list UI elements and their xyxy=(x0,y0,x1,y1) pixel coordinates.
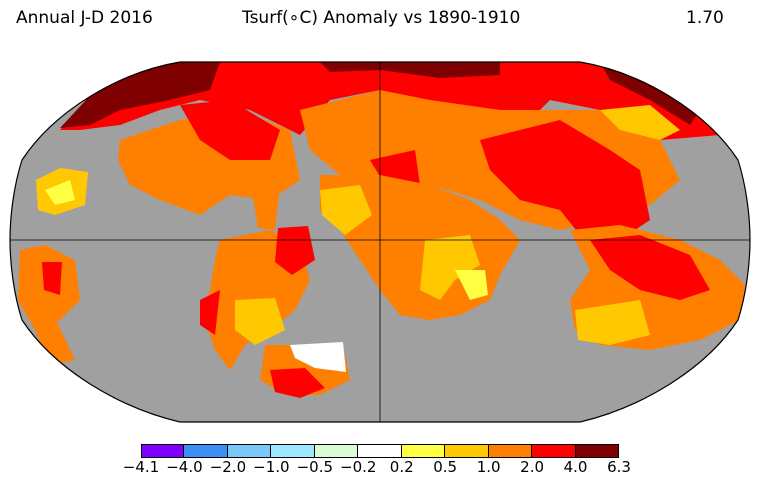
west-pacific-warm-region xyxy=(42,262,62,295)
amazon-warm-region xyxy=(275,226,315,275)
south-pacific-gold-patch xyxy=(235,298,285,345)
global-mean-anomaly: 1.70 xyxy=(686,8,724,28)
southern-australia-gold-patch xyxy=(575,300,650,345)
caribbean-region xyxy=(250,180,280,230)
southwest-pacific-region xyxy=(30,318,75,365)
west-africa-gold-patch xyxy=(320,185,372,235)
chile-coast-warm-region xyxy=(200,290,220,335)
southern-africa-gold-patch xyxy=(420,235,480,300)
neutral-anomaly-patch xyxy=(290,342,346,372)
pacific-yellow-patch xyxy=(45,180,75,205)
northeast-asia-gold-patch xyxy=(600,105,680,140)
globe-outline xyxy=(9,61,751,423)
map-title-period: Annual J-D 2016 xyxy=(16,8,153,28)
east-siberia-extreme-region xyxy=(600,62,700,125)
canada-warm-region xyxy=(180,100,280,160)
arctic-extreme-region xyxy=(320,62,500,78)
south-atlantic-warm-region xyxy=(270,368,325,398)
alaska-extreme-region xyxy=(60,62,220,128)
indonesia-warm-region xyxy=(590,235,710,300)
madagascar-yellow-patch xyxy=(455,270,488,300)
map-title-variable: Tsurf(∘C) Anomaly vs 1890-1910 xyxy=(242,8,521,28)
east-asia-warm-region xyxy=(480,120,650,240)
arctic-warm-region xyxy=(60,62,720,140)
